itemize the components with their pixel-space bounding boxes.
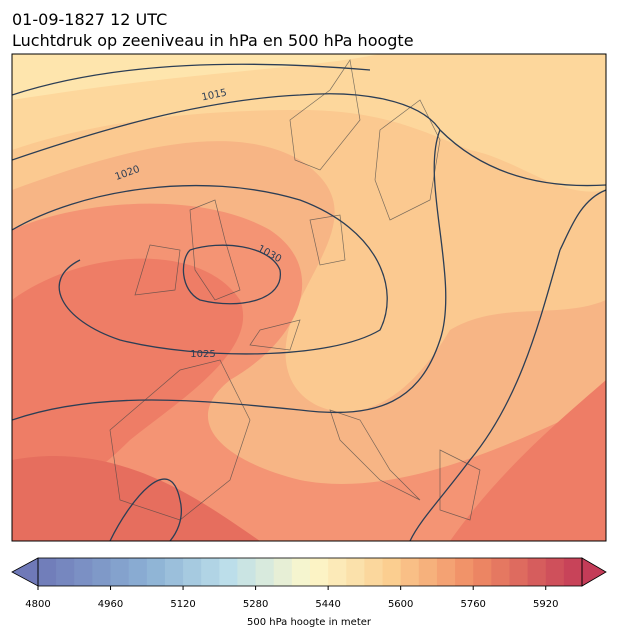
isobar (559, 189, 606, 251)
coastline (109, 59, 481, 521)
title: Luchtdruk op zeeniveau in hPa en 500 hPa… (12, 31, 414, 50)
colorbar-extend (11, 557, 39, 587)
isobar (182, 244, 281, 305)
map-frame (11, 53, 607, 542)
date: 01-09-1827 12 UTC (12, 10, 167, 29)
colorbar: 4800 4960 5120 5280 5440 5600 5760 5920 (11, 557, 607, 610)
height-band (12, 54, 606, 192)
colorbar-extend (581, 557, 607, 587)
map (12, 54, 606, 541)
colorbar-frame (37, 557, 583, 587)
colorbar-band (219, 558, 238, 586)
colorbar-band (310, 558, 329, 586)
isobar (109, 478, 182, 541)
colorbar-band (563, 558, 583, 586)
height-band (12, 456, 260, 541)
colorbar-tick-label: 5920 (533, 599, 558, 610)
colorbar-band (146, 558, 166, 586)
colorbar-band (74, 558, 93, 586)
colorbar-label: 500 hPa hoogte in meter (247, 617, 372, 628)
colorbar-band (545, 558, 565, 586)
isobar (12, 129, 447, 421)
colorbar-band (273, 558, 293, 586)
isobar (12, 93, 606, 187)
colorbar-band (436, 558, 456, 586)
colorbar-band (509, 558, 529, 586)
isobar (409, 249, 561, 541)
colorbar-band (400, 558, 420, 586)
colorbar-band (183, 558, 202, 586)
colorbar-tick-label: 4960 (98, 599, 123, 610)
colorbar-tick-label: 5440 (315, 599, 340, 610)
colorbar-band (328, 558, 347, 586)
colorbar-band (201, 558, 220, 586)
colorbar-band (237, 558, 257, 586)
isobar (12, 184, 388, 355)
colorbar-band (473, 558, 492, 586)
isobar (12, 63, 371, 96)
colorbar-band (38, 558, 57, 586)
colorbar-tick-label: 5760 (460, 599, 485, 610)
height-band (450, 380, 606, 541)
colorbar-band (56, 558, 75, 586)
colorbar-band (455, 558, 474, 586)
colorbar-band (128, 558, 148, 586)
colorbar-tick-label: 4800 (25, 599, 50, 610)
colorbar-band (255, 558, 275, 586)
isobar-label: 1015 (201, 87, 228, 103)
height-band (12, 258, 244, 520)
colorbar-tick-label: 5280 (243, 599, 268, 610)
colorbar-band (92, 558, 112, 586)
colorbar-band (291, 558, 311, 586)
colorbar-band (418, 558, 438, 586)
colorbar-tick-label: 5120 (170, 599, 195, 610)
colorbar-band (491, 558, 510, 586)
colorbar-band (164, 558, 184, 586)
colorbar-band (346, 558, 365, 586)
colorbar-band (110, 558, 130, 586)
isobar-label: 1025 (190, 349, 215, 360)
colorbar-band (382, 558, 402, 586)
colorbar-tick-label: 5600 (388, 599, 413, 610)
colorbar-band (364, 558, 384, 586)
colorbar-band (527, 558, 547, 586)
